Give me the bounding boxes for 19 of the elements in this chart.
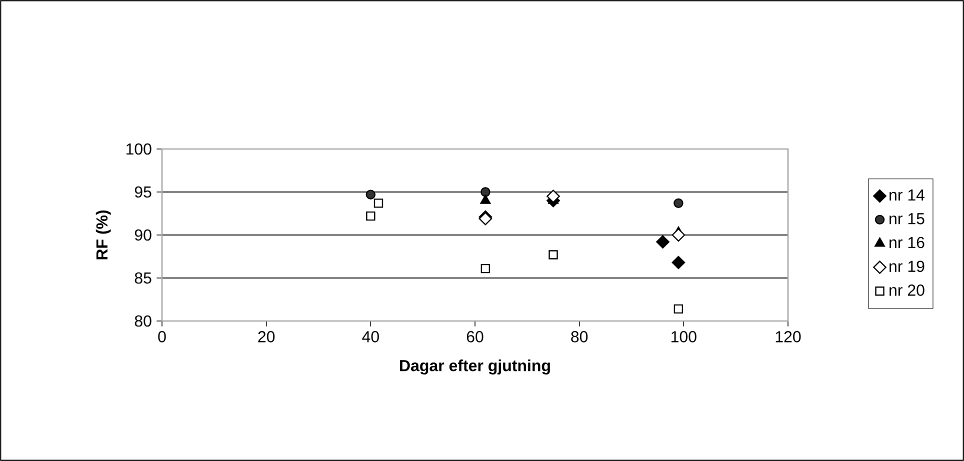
y-tick-label: 100 [126,143,152,155]
x-tick-label: 0 [158,331,166,342]
x-tick-label: 60 [466,331,484,342]
x-tick-label: 40 [362,331,379,342]
x-tick-label: 120 [776,331,801,342]
y-tick-label: 95 [134,186,152,198]
x-tick-label: 80 [571,331,588,342]
y-tick-label: 90 [134,229,152,241]
y-tick-label: 85 [134,272,152,284]
y-tick-label: 80 [134,315,152,327]
legend-label: nr 19 [890,260,924,272]
x-axis-title: Dagar efter gjutning [400,360,550,375]
y-axis-title: RF (%) [96,210,111,260]
x-tick-label: 20 [258,331,275,342]
legend-label: nr 20 [890,284,924,296]
legend-label: nr 14 [890,190,924,201]
legend-label: nr 16 [890,236,924,248]
x-tick-label: 100 [672,331,696,342]
legend-label: nr 15 [890,213,924,224]
